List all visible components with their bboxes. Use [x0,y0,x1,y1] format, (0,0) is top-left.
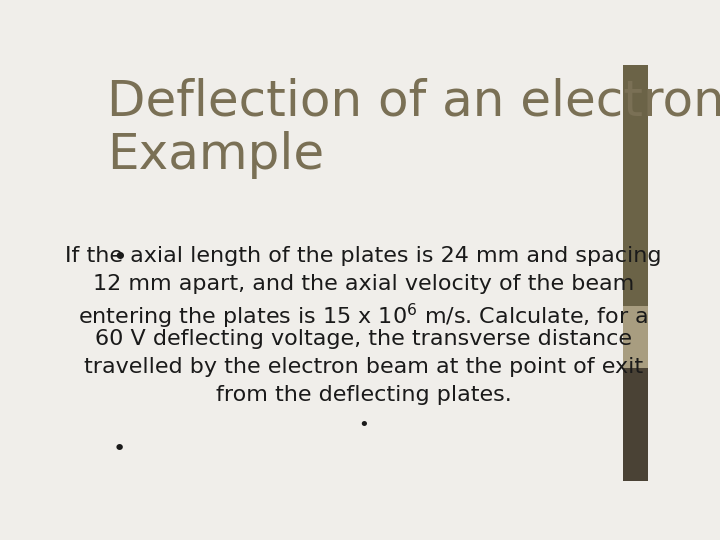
Text: •: • [112,246,127,269]
FancyBboxPatch shape [623,65,648,306]
Text: Deflection of an electron beam
Example: Deflection of an electron beam Example [107,77,720,179]
Text: 12 mm apart, and the axial velocity of the beam: 12 mm apart, and the axial velocity of t… [93,274,634,294]
Text: •: • [358,416,369,434]
FancyBboxPatch shape [623,368,648,481]
Text: If the axial length of the plates is 24 mm and spacing: If the axial length of the plates is 24 … [66,246,662,266]
Text: 60 V deflecting voltage, the transverse distance: 60 V deflecting voltage, the transverse … [95,329,632,349]
Text: from the deflecting plates.: from the deflecting plates. [215,385,511,405]
Text: entering the plates is 15 x 10$^{6}$ m/s. Calculate, for a: entering the plates is 15 x 10$^{6}$ m/s… [78,301,649,330]
FancyBboxPatch shape [623,306,648,368]
Text: travelled by the electron beam at the point of exit: travelled by the electron beam at the po… [84,357,643,377]
Text: •: • [112,439,125,459]
